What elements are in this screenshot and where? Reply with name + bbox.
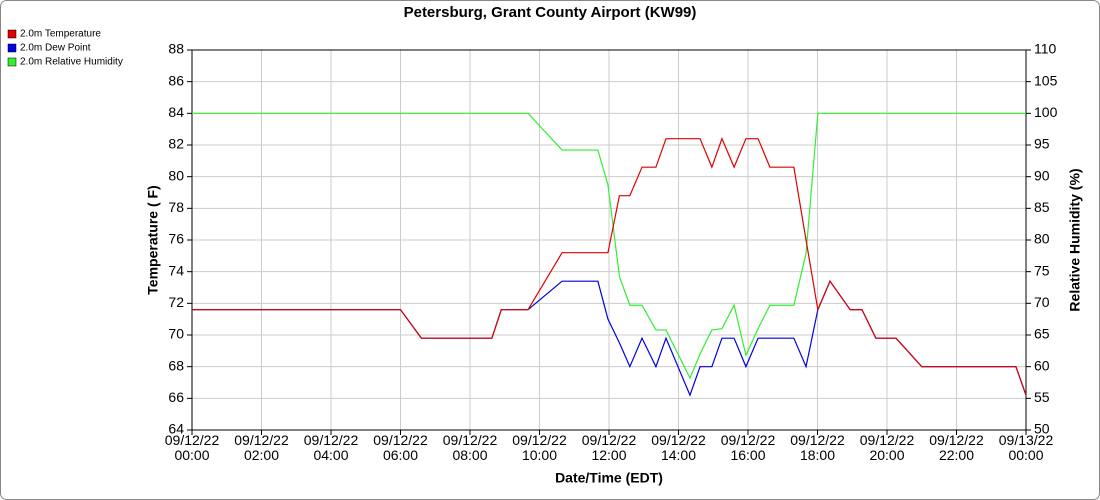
- y2-tick-label: 70: [1034, 294, 1050, 310]
- legend-swatch: [7, 57, 17, 67]
- x-tick-label: 09/12/22 06:00: [373, 432, 428, 463]
- y2-tick-label: 55: [1034, 389, 1050, 405]
- y2-tick-label: 80: [1034, 231, 1050, 247]
- series-line: [192, 112, 1026, 380]
- y-tick-label: 74: [168, 262, 184, 278]
- y-tick-label: 68: [168, 357, 184, 373]
- y2-tick-label: 110: [1034, 41, 1057, 57]
- x-tick-label: 09/12/22 02:00: [234, 432, 289, 463]
- y2-tick-label: 85: [1034, 199, 1050, 215]
- x-tick-label: 09/12/22 14:00: [651, 432, 706, 463]
- y2-tick-label: 95: [1034, 136, 1050, 152]
- y2-tick-label: 60: [1034, 357, 1050, 373]
- y2-tick-label: 75: [1034, 262, 1050, 278]
- y-tick-label: 82: [168, 136, 184, 152]
- x-tick-label: 09/12/22 12:00: [581, 432, 637, 463]
- y2-tick-label: 90: [1034, 167, 1050, 183]
- legend-swatch: [7, 43, 17, 53]
- y2-axis-label: Relative Humidity (%): [1067, 168, 1083, 311]
- legend-swatch: [7, 29, 17, 39]
- y2-tick-label: 65: [1034, 326, 1050, 342]
- y-tick-label: 86: [168, 72, 184, 88]
- y2-tick-label: 100: [1034, 104, 1058, 120]
- series-line: [192, 137, 1027, 396]
- y2-tick-label: 105: [1034, 72, 1058, 88]
- legend-label: 2.0m Relative Humidity: [20, 57, 123, 68]
- x-tick-label: 09/12/22 20:00: [859, 432, 915, 463]
- y-tick-label: 88: [168, 41, 184, 57]
- y-axis-label: Temperature ( F): [145, 185, 161, 294]
- y-tick-label: 76: [168, 231, 184, 247]
- y-tick-label: 84: [168, 104, 184, 120]
- x-tick-label: 09/12/22 08:00: [442, 432, 498, 463]
- x-tick-label: 09/12/22 18:00: [790, 432, 845, 463]
- x-tick-label: 09/12/22 00:00: [164, 432, 220, 463]
- legend-label: 2.0m Temperature: [20, 29, 101, 40]
- x-axis-label: Date/Time (EDT): [555, 470, 663, 486]
- y-tick-label: 64: [168, 421, 184, 437]
- y2-tick-label: 50: [1034, 421, 1050, 437]
- y-tick-label: 66: [168, 389, 184, 405]
- x-tick-label: 09/12/22 22:00: [929, 432, 984, 463]
- y-tick-label: 80: [168, 167, 184, 183]
- y-tick-label: 72: [168, 294, 184, 310]
- chart-title: Petersburg, Grant County Airport (KW99): [404, 4, 697, 21]
- x-tick-label: 09/12/22 04:00: [303, 432, 359, 463]
- y-tick-label: 78: [168, 199, 184, 215]
- y-tick-label: 70: [168, 326, 184, 342]
- x-tick-label: 09/12/22 10:00: [512, 432, 567, 463]
- legend-label: 2.0m Dew Point: [20, 43, 91, 54]
- x-tick-label: 09/12/22 16:00: [720, 432, 776, 463]
- plot-border: [191, 49, 1027, 431]
- x-tick-label: 09/13/22 00:00: [998, 432, 1054, 463]
